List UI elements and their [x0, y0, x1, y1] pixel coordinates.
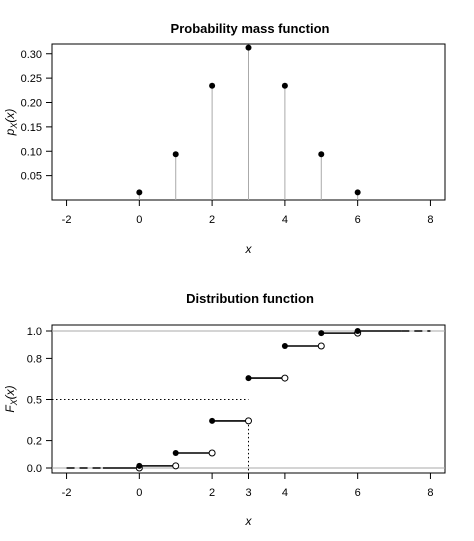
pmf-chart: Probability mass function -2 0 2 4 6 8 0.05 0.10… [3, 21, 446, 256]
pmf-x-tick-label: 4 [282, 214, 288, 226]
cdf-title: Distribution function [186, 291, 314, 306]
pmf-y-axis-label: pX(x) [3, 109, 19, 137]
pmf-point [245, 44, 252, 51]
cdf-closed-point [172, 450, 179, 457]
cdf-open-point [317, 342, 325, 350]
pmf-y-tick-label: 0.05 [21, 171, 42, 183]
cdf-x-tick-label: 4 [282, 487, 288, 499]
pmf-y-tick-label: 0.30 [21, 49, 42, 61]
pmf-x-tick-label: 2 [209, 214, 215, 226]
pmf-x-tick-label: 8 [427, 214, 433, 226]
pmf-point [318, 151, 325, 158]
pmf-x-axis-label: x [245, 242, 253, 256]
cdf-open-point [172, 462, 180, 470]
cdf-closed-point [136, 462, 143, 469]
pmf-point [281, 82, 288, 89]
cdf-x-tick-label: 2 [209, 487, 215, 499]
pmf-point [209, 82, 216, 89]
cdf-y-tick-label: 0.2 [27, 436, 42, 448]
cdf-x-tick-label: 0 [136, 487, 142, 499]
cdf-x-tick-label: 6 [355, 487, 361, 499]
cdf-closed-point [281, 342, 288, 349]
cdf-x-axis-label: x [245, 514, 253, 528]
cdf-x-tick-label: -2 [62, 487, 72, 499]
cdf-y-tick-label: 0.5 [27, 395, 42, 407]
cdf-open-point [245, 417, 252, 425]
cdf-closed-point [209, 417, 216, 424]
cdf-y-tick-label: 0.0 [27, 463, 42, 475]
cdf-y-tick-label: 0.8 [27, 353, 42, 365]
pmf-title: Probability mass function [171, 21, 330, 36]
pmf-x-tick-label: -2 [62, 214, 72, 226]
pmf-x-tick-label: 6 [355, 214, 361, 226]
cdf-x-tick-label: 8 [427, 487, 433, 499]
cdf-x-tick-label: 3 [245, 487, 251, 499]
cdf-chart: Distribution function -2 0 2 3 4 6 8 0.0 0.2 0.5 0.… [3, 291, 446, 528]
pmf-point [172, 151, 179, 158]
pmf-y-tick-label: 0.10 [21, 146, 42, 158]
cdf-closed-point [245, 375, 252, 382]
cdf-closed-point [318, 330, 325, 337]
cdf-open-point [281, 374, 289, 382]
pmf-point [136, 189, 143, 196]
cdf-y-tick-label: 1.0 [27, 326, 42, 338]
pmf-x-tick-label: 0 [136, 214, 142, 226]
cdf-y-axis-label: FX(x) [3, 385, 19, 412]
cdf-closed-point [354, 328, 361, 334]
pmf-y-tick-label: 0.20 [21, 98, 42, 110]
pmf-y-tick-label: 0.25 [21, 73, 42, 85]
cdf-open-point [208, 449, 216, 457]
pmf-point [354, 189, 361, 196]
pmf-y-tick-label: 0.15 [21, 122, 42, 134]
